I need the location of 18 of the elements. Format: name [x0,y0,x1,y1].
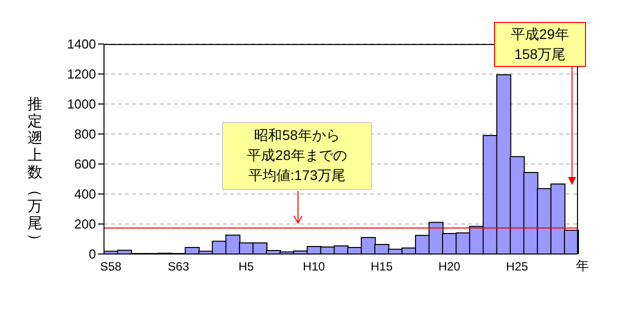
text: 推定遡上数（万尾） [26,96,44,248]
y-tick-label: 0 [88,246,96,262]
annotation: 昭和58年から平成28年までの平均値:173万尾 [246,126,348,185]
x-axis-title: 年 [576,257,589,275]
x-tick-label: H15 [370,260,393,274]
x-tick-label: H20 [438,260,461,274]
x-tick-label: H10 [302,260,326,274]
y-tick-label: 800 [74,126,96,142]
x-tick-label: H25 [506,260,528,274]
y-tick-label: 400 [74,186,96,202]
x-tick-label: S58 [100,260,122,274]
x-tick-label: H5 [238,260,254,274]
x-tick-label: S63 [168,260,190,274]
y-tick-label: 600 [74,156,96,172]
y-tick-label: 200 [74,216,96,232]
y-tick-label: 1000 [67,96,96,112]
y-tick-label: 1400 [67,36,96,52]
y-tick-label: 1200 [67,66,96,82]
